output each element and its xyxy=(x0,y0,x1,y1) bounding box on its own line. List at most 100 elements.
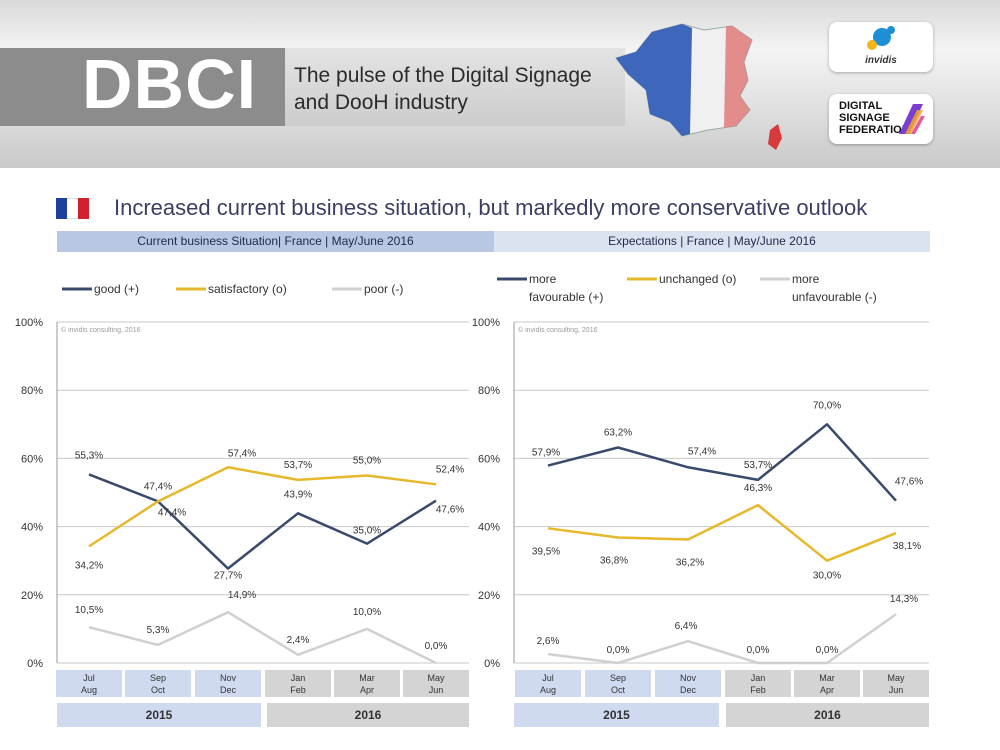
dsf-logo-mark xyxy=(899,104,925,134)
invidis-logo-text: invidis xyxy=(865,55,897,66)
data-label: 38,1% xyxy=(893,541,921,552)
data-label: 57,9% xyxy=(532,448,560,459)
year-group-label: 2015 xyxy=(146,708,173,722)
y-tick-label: 80% xyxy=(21,385,43,397)
x-tick-label: Jan xyxy=(751,673,766,683)
y-tick-label: 40% xyxy=(478,522,500,534)
data-label: 53,7% xyxy=(744,460,772,471)
data-label: 43,9% xyxy=(284,489,312,500)
data-label: 55,0% xyxy=(353,455,381,466)
x-tick-label: Sep xyxy=(610,673,626,683)
data-label: 6,4% xyxy=(675,621,698,632)
y-tick-label: 100% xyxy=(472,317,500,329)
y-tick-label: 0% xyxy=(27,658,43,670)
y-tick-label: 0% xyxy=(484,658,500,670)
legend-label: satisfactory (o) xyxy=(208,282,287,296)
x-tick-label: Feb xyxy=(750,685,766,695)
tagline-line-2: and DooH industry xyxy=(294,91,468,114)
category-box xyxy=(655,670,721,697)
logo-dot-small xyxy=(887,26,895,34)
data-label: 39,5% xyxy=(532,546,560,557)
series-line xyxy=(88,610,437,665)
banner-stripe-light xyxy=(285,48,625,126)
x-tick-label: Oct xyxy=(151,685,166,695)
y-tick-label: 20% xyxy=(478,590,500,602)
data-label: 47,4% xyxy=(158,507,186,518)
year-group-label: 2016 xyxy=(355,708,382,722)
data-label: 10,0% xyxy=(353,607,381,618)
tagline-line-1: The pulse of the Digital Signage xyxy=(294,64,592,87)
data-label: 2,6% xyxy=(537,636,560,647)
data-label: 47,6% xyxy=(895,477,923,488)
year-group-box xyxy=(57,703,261,727)
y-tick-label: 80% xyxy=(478,385,500,397)
data-label: 5,3% xyxy=(147,625,170,636)
chart-2: 0% 20% 40% 60% 80% 100% © invidis consulting, … xyxy=(472,272,929,727)
dsf-logo-line-3: FEDERATION xyxy=(839,124,910,136)
data-label: 30,0% xyxy=(813,571,841,582)
logo-dot-yellow xyxy=(867,40,877,50)
watermark: © invidis consulting, 2016 xyxy=(518,326,598,334)
category-box xyxy=(195,670,261,697)
data-label: 0,0% xyxy=(816,645,839,656)
year-group-box xyxy=(267,703,469,727)
x-tick-label: Apr xyxy=(360,685,374,695)
category-box xyxy=(585,670,651,697)
category-box xyxy=(725,670,791,697)
category-box xyxy=(403,670,469,697)
x-tick-label: Mar xyxy=(819,673,835,683)
dsf-logo: DIGITAL SIGNAGE FEDERATION xyxy=(829,94,933,144)
category-box xyxy=(515,670,581,697)
brand-title: DBCI xyxy=(82,45,258,123)
banner-stripe xyxy=(0,48,285,126)
data-label: 14,9% xyxy=(228,590,256,601)
y-tick-label: 100% xyxy=(15,317,43,329)
year-group-label: 2016 xyxy=(814,708,841,722)
headline: Increased current business situation, bu… xyxy=(114,195,868,220)
data-label: 36,2% xyxy=(676,558,704,569)
x-tick-label: Jun xyxy=(429,685,444,695)
x-tick-label: Apr xyxy=(820,685,834,695)
year-group-box xyxy=(514,703,719,727)
x-tick-label: Jul xyxy=(83,673,95,683)
legend-label: good (+) xyxy=(94,282,139,296)
data-label: 0,0% xyxy=(425,641,448,652)
chart-2-subtitle: Expectations | France | May/June 2016 xyxy=(494,231,930,252)
category-box xyxy=(265,670,331,697)
legend-label: poor (-) xyxy=(364,282,403,296)
france-map-icon xyxy=(615,23,782,150)
legend-label: more xyxy=(792,272,820,286)
invidis-logo: invidis xyxy=(829,22,933,72)
category-box xyxy=(125,670,191,697)
data-label: 34,2% xyxy=(75,560,103,571)
data-label: 14,3% xyxy=(890,594,918,605)
data-label: 47,6% xyxy=(436,505,464,516)
x-tick-label: Nov xyxy=(220,673,237,683)
series-line xyxy=(547,423,897,502)
y-tick-label: 40% xyxy=(21,522,43,534)
chart-1-subtitle: Current business Situation| France | May… xyxy=(57,231,494,252)
header-banner: DBCI The pulse of the Digital Signage an… xyxy=(0,0,1000,168)
dsf-logo-line-2: SIGNAGE xyxy=(839,112,890,124)
year-group-box xyxy=(726,703,929,727)
data-label: 27,7% xyxy=(214,571,242,582)
y-tick-label: 20% xyxy=(21,590,43,602)
dsf-logo-line-1: DIGITAL xyxy=(839,100,883,112)
dsf-logo-text: DIGITAL SIGNAGE FEDERATION xyxy=(839,100,910,136)
series-line xyxy=(88,466,437,548)
chart-1: 0% 20% 40% 60% 80% 100% © invidis consulting, … xyxy=(15,282,469,727)
data-label: 36,8% xyxy=(600,556,628,567)
y-tick-label: 60% xyxy=(478,453,500,465)
x-tick-label: Nov xyxy=(680,673,697,683)
x-tick-label: Mar xyxy=(359,673,375,683)
watermark: © invidis consulting, 2016 xyxy=(61,326,141,334)
data-label: 63,2% xyxy=(604,427,632,438)
data-label: 47,4% xyxy=(144,481,172,492)
data-label: 57,4% xyxy=(688,446,716,457)
legend-label: unchanged (o) xyxy=(659,272,736,286)
category-box xyxy=(334,670,400,697)
x-tick-label: Aug xyxy=(81,685,97,695)
brand-tagline: The pulse of the Digital Signage and Doo… xyxy=(294,62,654,116)
data-label: 0,0% xyxy=(747,645,770,656)
france-flag-icon xyxy=(56,198,89,219)
